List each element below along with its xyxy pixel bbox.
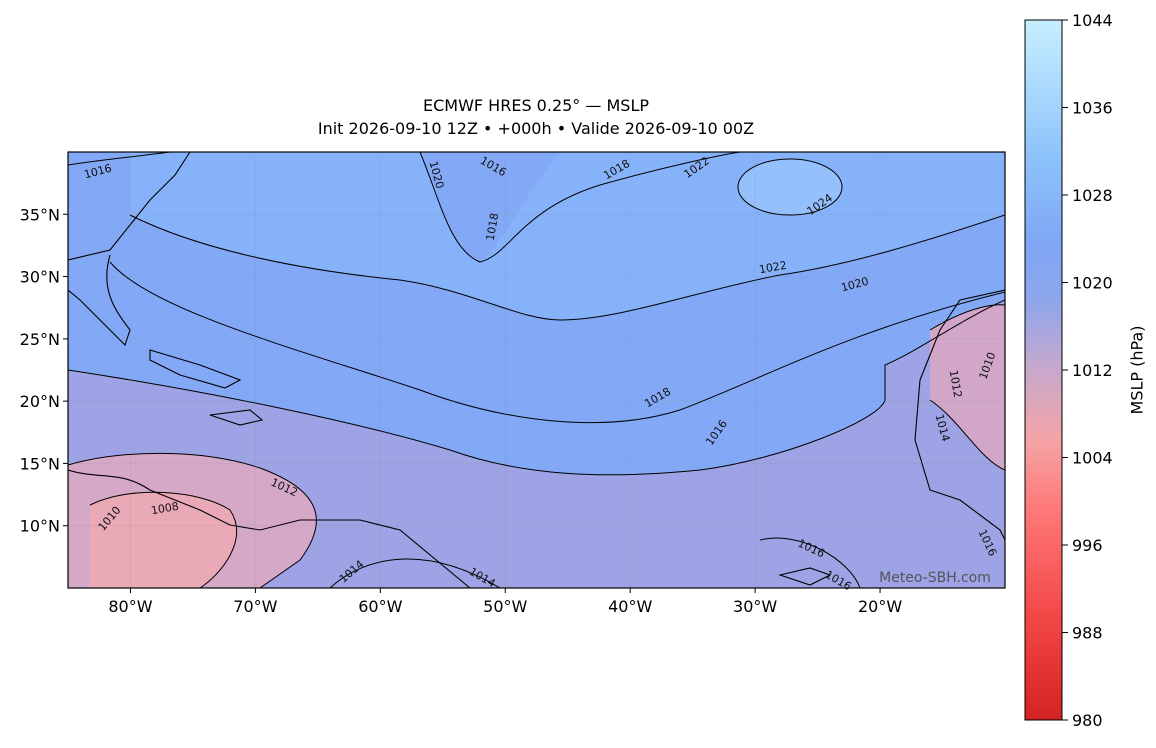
colorbar-tick-label: 980 bbox=[1072, 711, 1103, 730]
lon-tick-label: 50°W bbox=[483, 597, 527, 616]
lat-tick-label: 35°N bbox=[20, 205, 60, 224]
colorbar-label: MSLP (hPa) bbox=[1128, 326, 1147, 415]
colorbar-tick-label: 1020 bbox=[1072, 274, 1113, 293]
lat-tick-label: 25°N bbox=[20, 330, 60, 349]
lon-tick-label: 70°W bbox=[233, 597, 277, 616]
colorbar bbox=[1024, 19, 1063, 721]
colorbar-tick-label: 1004 bbox=[1072, 449, 1113, 468]
colorbar-tick-label: 1028 bbox=[1072, 186, 1113, 205]
map-frame bbox=[67, 151, 1006, 589]
lon-tick-label: 60°W bbox=[358, 597, 402, 616]
map-field bbox=[68, 152, 1005, 588]
lon-tick-label: 30°W bbox=[733, 597, 777, 616]
lat-tick-label: 30°N bbox=[20, 268, 60, 287]
lon-tick-label: 40°W bbox=[608, 597, 652, 616]
colorbar-tick-label: 1036 bbox=[1072, 99, 1113, 118]
contour-label: 1022 bbox=[758, 259, 788, 277]
watermark: Meteo-SBH.com bbox=[879, 570, 991, 586]
colorbar-tick-label: 996 bbox=[1072, 536, 1103, 555]
lat-tick-label: 20°N bbox=[20, 392, 60, 411]
contour-label: 1018 bbox=[484, 212, 502, 242]
contour-label: 1012 bbox=[947, 369, 965, 399]
lat-tick-label: 10°N bbox=[20, 517, 60, 536]
colorbar-tick-label: 1012 bbox=[1072, 361, 1113, 380]
lat-tick-label: 15°N bbox=[20, 454, 60, 473]
title: ECMWF HRES 0.25° — MSLP bbox=[423, 96, 649, 115]
colorbar-tick-label: 1044 bbox=[1072, 11, 1113, 30]
lon-tick-label: 80°W bbox=[108, 597, 152, 616]
lon-tick-label: 20°W bbox=[858, 597, 902, 616]
colorbar-tick-label: 988 bbox=[1072, 624, 1103, 643]
subtitle: Init 2026-09-10 12Z • +000h • Valide 202… bbox=[318, 119, 754, 138]
contour-label: 1008 bbox=[150, 500, 180, 518]
